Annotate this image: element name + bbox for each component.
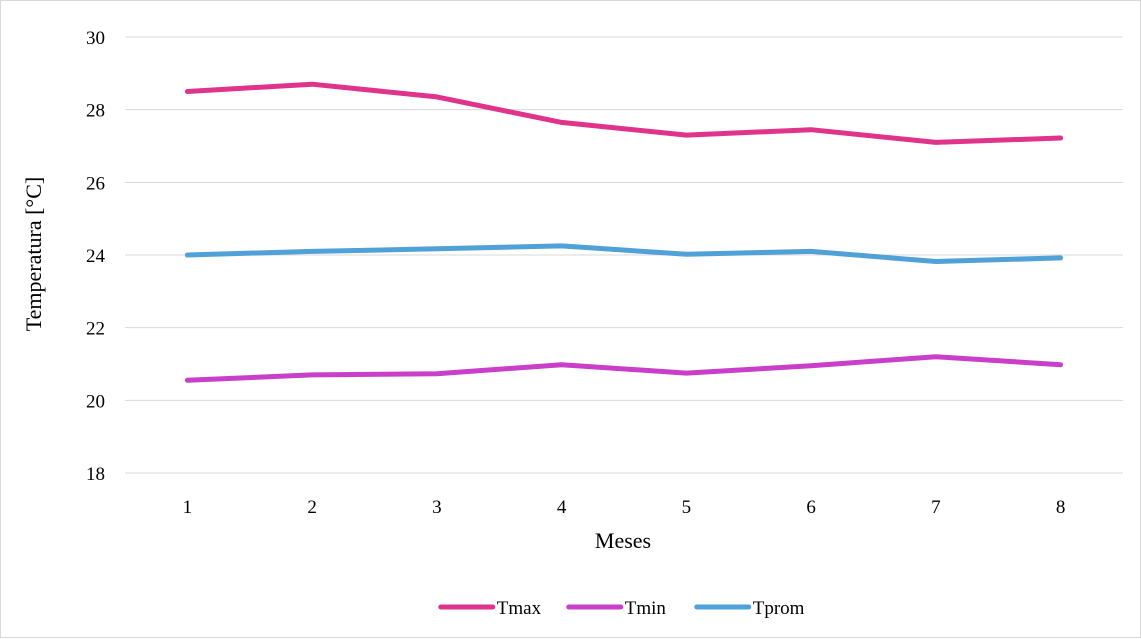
x-tick-label: 1 (183, 497, 193, 518)
x-tick-label: 3 (432, 497, 442, 518)
y-tick-label: 26 (86, 173, 105, 194)
series-line-tmin (184, 354, 1064, 383)
legend-item-tmax: Tmax (438, 598, 542, 619)
series-line-tprom (184, 243, 1064, 264)
y-tick-label: 20 (86, 391, 105, 412)
x-tick-label: 7 (931, 497, 941, 518)
y-axis-ticks: 18 20 22 24 26 28 30 (86, 28, 106, 485)
x-axis-ticks: 1 2 3 4 5 6 7 8 (183, 497, 1066, 518)
legend-item-tmin: Tmin (566, 598, 667, 619)
legend-item-tprom: Tprom (694, 598, 805, 619)
x-tick-label: 2 (307, 497, 317, 518)
y-tick-label: 22 (86, 319, 105, 340)
legend: Tmax Tmin Tprom (438, 598, 805, 619)
y-tick-label: 24 (86, 246, 106, 267)
x-tick-label: 6 (806, 497, 816, 518)
series-line-tmax (184, 81, 1064, 145)
x-tick-label: 4 (557, 497, 567, 518)
y-tick-label: 30 (86, 28, 105, 49)
x-tick-label: 5 (682, 497, 692, 518)
legend-label: Tprom (753, 598, 805, 619)
x-tick-label: 8 (1056, 497, 1066, 518)
legend-label: Tmin (625, 598, 667, 619)
series-lines (184, 81, 1064, 383)
y-tick-label: 18 (86, 464, 105, 485)
gridlines (125, 36, 1123, 474)
y-tick-label: 28 (86, 101, 105, 122)
y-axis-title: Temperatura [°C] (21, 177, 46, 331)
legend-label: Tmax (497, 598, 542, 619)
x-axis-title: Meses (595, 528, 651, 553)
